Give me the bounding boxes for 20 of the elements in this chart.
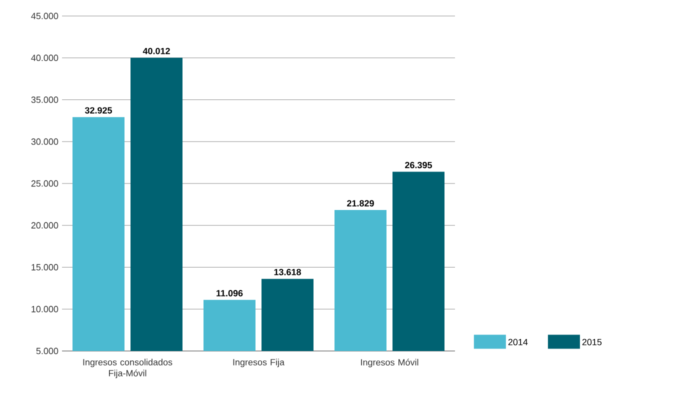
y-tick-label: 5.000 — [36, 348, 58, 354]
y-tick-label: 40.000 — [31, 54, 58, 62]
y-tick-label: 30.000 — [31, 138, 58, 145]
y-tick-label: 20.000 — [31, 222, 58, 229]
data-label: 13.618 — [274, 268, 301, 276]
y-tick-label: 10.000 — [32, 306, 58, 312]
data-label: 11.096 — [216, 290, 243, 296]
legend-label: 2015 — [582, 338, 602, 346]
x-tick-label: Ingresos consolidados Fija-Móvil — [83, 358, 172, 378]
data-label: 40.012 — [142, 48, 170, 54]
y-tick-label: 15.000 — [32, 264, 58, 270]
data-label: 21.829 — [347, 200, 374, 207]
y-tick-label: 45.000 — [31, 12, 58, 20]
x-tick-label: Ingresos Fija — [233, 358, 284, 368]
y-tick-label: 35.000 — [31, 96, 58, 103]
y-tick-label: 25.000 — [31, 180, 58, 187]
legend-label: 2014 — [508, 338, 528, 346]
data-label: 26.395 — [405, 162, 432, 168]
x-tick-label: Ingresos Móvil — [361, 358, 418, 368]
data-label: 32.925 — [84, 107, 112, 114]
